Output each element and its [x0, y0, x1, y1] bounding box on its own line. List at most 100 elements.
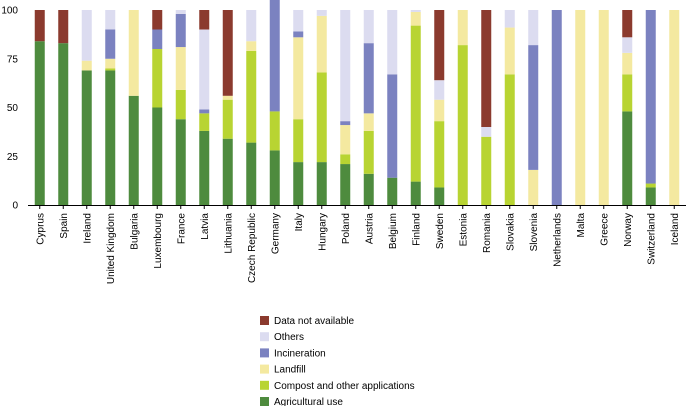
bar-austria-landfill: [363, 113, 374, 131]
bar-czech-republic-others: [246, 10, 257, 42]
x-category-label: Germany: [270, 213, 281, 254]
x-category-label: Austria: [364, 213, 375, 245]
bar-united-kingdom-others: [105, 10, 116, 30]
x-category-label: Italy: [294, 213, 305, 231]
bar-lithuania-landfill: [222, 95, 233, 100]
x-category-label: Estonia: [458, 213, 469, 247]
bar-slovakia-others: [504, 10, 515, 28]
bar-austria-others: [363, 10, 374, 44]
bar-latvia-incineration: [199, 109, 210, 114]
bar-latvia-compost-and-other-applications: [199, 113, 210, 131]
bar-luxembourg-agricultural-use: [152, 107, 163, 205]
bar-bulgaria-agricultural-use: [128, 95, 139, 205]
bar-germany-incineration: [269, 0, 280, 112]
y-tick-label: 25: [7, 152, 19, 163]
bar-italy-agricultural-use: [293, 162, 304, 205]
bar-switzerland-agricultural-use: [645, 187, 656, 205]
x-category-label: Switzerland: [646, 213, 657, 265]
bar-finland-landfill: [410, 11, 421, 26]
x-category-label: Luxembourg: [153, 213, 164, 269]
bar-france-incineration: [175, 13, 186, 48]
bar-norway-agricultural-use: [622, 111, 633, 205]
x-category-label: Belgium: [388, 213, 399, 249]
bar-romania-data-not-available: [481, 10, 492, 127]
bar-czech-republic-landfill: [246, 41, 257, 51]
bar-poland-agricultural-use: [340, 164, 351, 205]
x-axis: Cyprus Spain Ireland United Kingdom Bulgaria…: [28, 205, 686, 284]
x-category-label: Lithuania: [223, 213, 234, 254]
x-category-label: Finland: [411, 213, 422, 246]
bar-norway-others: [622, 37, 633, 53]
bar-slovakia-compost-and-other-applications: [504, 74, 515, 205]
legend-swatch-incineration: [260, 348, 269, 358]
bar-luxembourg-incineration: [152, 29, 163, 49]
bar-hungary-agricultural-use: [316, 162, 327, 205]
y-tick-label: 50: [7, 103, 19, 114]
y-tick-label: 100: [1, 6, 18, 17]
bar-lithuania-compost-and-other-applications: [222, 99, 233, 139]
bar-italy-incineration: [293, 31, 304, 38]
bar-austria-agricultural-use: [363, 173, 374, 205]
legend-swatch-data-not-available: [260, 316, 269, 325]
bar-estonia-landfill: [457, 10, 468, 46]
legend-swatch-landfill: [260, 364, 269, 374]
bars: [34, 0, 680, 206]
bar-france-landfill: [175, 47, 186, 90]
bar-poland-incineration: [340, 121, 351, 126]
bar-slovenia-landfill: [528, 169, 539, 205]
bar-norway-data-not-available: [622, 10, 633, 38]
bar-united-kingdom-compost-and-other-applications: [105, 68, 116, 71]
bar-poland-others: [340, 10, 351, 122]
bar-cyprus-agricultural-use: [34, 41, 45, 206]
bar-hungary-compost-and-other-applications: [316, 72, 327, 163]
bar-spain-data-not-available: [58, 10, 69, 44]
x-category-label: Romania: [482, 213, 493, 253]
bar-france-compost-and-other-applications: [175, 89, 186, 120]
bar-latvia-others: [199, 29, 210, 110]
bar-switzerland-compost-and-other-applications: [645, 183, 656, 188]
bar-netherlands-incineration: [551, 10, 562, 205]
x-category-label: France: [176, 213, 187, 245]
legend-label-landfill: Landfill: [274, 365, 306, 376]
bar-finland-others: [410, 10, 421, 12]
bar-norway-landfill: [622, 52, 633, 75]
x-category-label: Bulgaria: [129, 213, 140, 250]
bar-slovenia-others: [528, 10, 539, 46]
bar-italy-others: [293, 10, 304, 32]
bar-spain-agricultural-use: [58, 43, 69, 206]
bar-united-kingdom-incineration: [105, 29, 116, 59]
x-category-label: Cyprus: [35, 213, 46, 245]
bar-austria-compost-and-other-applications: [363, 130, 374, 174]
x-category-label: Iceland: [670, 213, 681, 245]
bar-cyprus-data-not-available: [34, 10, 45, 42]
legend-label-compost-and-other-applications: Compost and other applications: [274, 381, 415, 392]
bar-luxembourg-compost-and-other-applications: [152, 49, 163, 108]
bar-belgium-agricultural-use: [387, 177, 398, 205]
bar-sweden-others: [434, 80, 445, 100]
bar-belgium-others: [387, 10, 398, 75]
legend-swatch-agricultural-use: [260, 397, 269, 406]
bar-czech-republic-agricultural-use: [246, 142, 257, 205]
bar-germany-compost-and-other-applications: [269, 111, 280, 151]
x-category-label: Spain: [59, 213, 70, 239]
bar-france-others: [175, 10, 186, 14]
bar-romania-compost-and-other-applications: [481, 136, 492, 205]
legend-label-agricultural-use: Agricultural use: [274, 397, 343, 406]
x-category-label: Norway: [623, 213, 634, 247]
bar-poland-compost-and-other-applications: [340, 154, 351, 165]
x-category-label: Greece: [599, 213, 610, 246]
legend-swatch-compost-and-other-applications: [260, 380, 269, 390]
bar-slovenia-incineration: [528, 45, 539, 170]
bar-sweden-data-not-available: [434, 10, 445, 81]
x-category-label: Latvia: [200, 213, 211, 240]
bar-switzerland-incineration: [645, 10, 656, 184]
bar-slovakia-landfill: [504, 27, 515, 75]
bar-sweden-landfill: [434, 99, 445, 122]
bar-czech-republic-compost-and-other-applications: [246, 50, 257, 143]
bar-norway-compost-and-other-applications: [622, 74, 633, 112]
bar-bulgaria-landfill: [128, 10, 139, 96]
bar-united-kingdom-landfill: [105, 58, 116, 69]
bar-italy-compost-and-other-applications: [293, 119, 304, 163]
bar-ireland-agricultural-use: [81, 70, 92, 205]
bar-belgium-incineration: [387, 74, 398, 178]
